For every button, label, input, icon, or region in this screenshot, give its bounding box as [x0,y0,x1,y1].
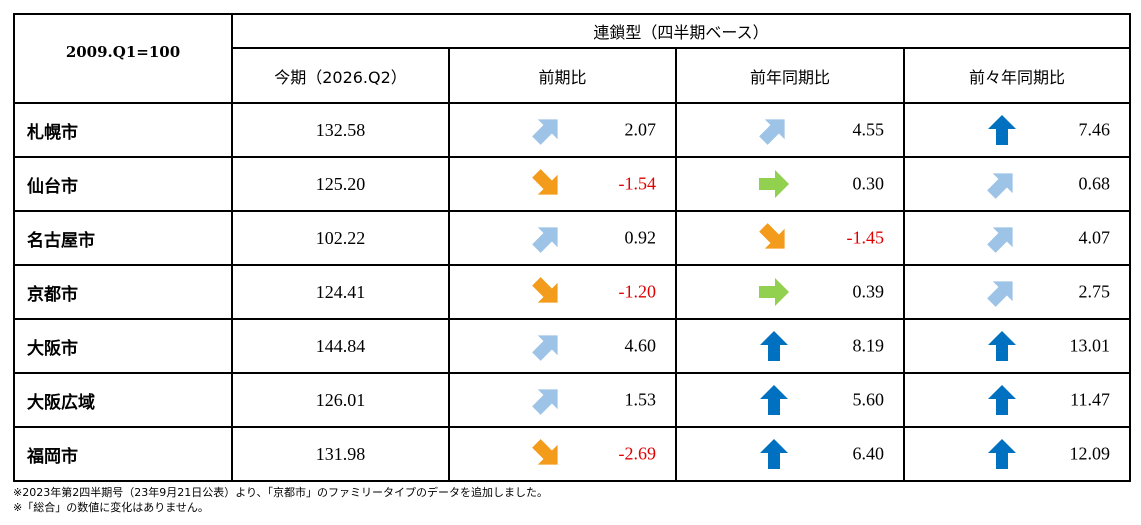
change-value: 8.19 [852,335,885,356]
table-row: 名古屋市 102.22 0.92 -1.45 4.07 [13,210,1131,266]
two-year-change-cell: 4.07 [903,210,1131,266]
current-index-value: 126.01 [231,372,450,428]
yoy-change-cell: 0.39 [675,264,905,320]
city-name: 大阪市 [13,318,233,374]
change-value: 0.39 [852,281,885,302]
column-header-yoy: 前年同期比 [675,47,905,104]
yoy-change-cell: 6.40 [675,426,905,482]
table-row: 札幌市 132.58 2.07 4.55 7.46 [13,102,1131,158]
city-name: 札幌市 [13,102,233,158]
change-value: 7.46 [1078,119,1111,140]
yoy-change-cell: 4.55 [675,102,905,158]
qoq-change-cell: 1.53 [448,372,677,428]
two-year-change-cell: 0.68 [903,156,1131,212]
table-row: 大阪広域 126.01 1.53 5.60 11.47 [13,372,1131,428]
column-header-two-year: 前々年同期比 [903,47,1131,104]
table-row: 大阪市 144.84 4.60 8.19 13.01 [13,318,1131,374]
current-index-value: 144.84 [231,318,450,374]
city-name: 名古屋市 [13,210,233,266]
table-row: 京都市 124.41 -1.20 0.39 2.75 [13,264,1131,320]
two-year-change-cell: 2.75 [903,264,1131,320]
yoy-change-cell: 5.60 [675,372,905,428]
table-row: 福岡市 131.98 -2.69 6.40 12.09 [13,426,1131,482]
yoy-change-cell: -1.45 [675,210,905,266]
change-value: 11.47 [1070,389,1110,410]
change-value: 5.60 [852,389,885,410]
change-value: 13.01 [1069,335,1111,356]
change-value: 1.53 [624,389,657,410]
qoq-change-cell: -1.54 [448,156,677,212]
city-name: 仙台市 [13,156,233,212]
qoq-change-cell: 2.07 [448,102,677,158]
change-value: -1.45 [846,227,885,248]
two-year-change-cell: 13.01 [903,318,1131,374]
index-table: 2009.Q1=100 連鎖型（四半期ベース） 今期（2026.Q2） 前期比 … [13,13,1131,482]
current-index-value: 125.20 [231,156,450,212]
change-value: 6.40 [852,443,885,464]
change-value: -1.20 [618,281,657,302]
footnote: ※2023年第2四半期号（23年9月21日公表）より、「京都市」のファミリータイ… [13,486,549,499]
two-year-change-cell: 7.46 [903,102,1131,158]
change-value: 4.60 [624,335,657,356]
change-value: -2.69 [618,443,657,464]
qoq-change-cell: -1.20 [448,264,677,320]
change-value: 2.07 [624,119,657,140]
footnote: ※「総合」の数値に変化はありません。 [13,501,209,514]
current-index-value: 124.41 [231,264,450,320]
city-name: 京都市 [13,264,233,320]
current-index-value: 102.22 [231,210,450,266]
two-year-change-cell: 11.47 [903,372,1131,428]
current-index-value: 131.98 [231,426,450,482]
change-value: -1.54 [618,173,657,194]
change-value: 12.09 [1069,443,1111,464]
city-name: 福岡市 [13,426,233,482]
change-value: 4.55 [852,119,885,140]
column-header-qoq: 前期比 [448,47,677,104]
change-value: 0.68 [1078,173,1111,194]
qoq-change-cell: 0.92 [448,210,677,266]
yoy-change-cell: 0.30 [675,156,905,212]
change-value: 4.07 [1078,227,1111,248]
base-index-label: 2009.Q1=100 [13,13,233,104]
qoq-change-cell: -2.69 [448,426,677,482]
change-value: 2.75 [1078,281,1111,302]
city-name: 大阪広域 [13,372,233,428]
change-value: 0.92 [624,227,657,248]
two-year-change-cell: 12.09 [903,426,1131,482]
qoq-change-cell: 4.60 [448,318,677,374]
current-index-value: 132.58 [231,102,450,158]
chain-type-header: 連鎖型（四半期ベース） [231,13,1131,49]
column-header-current: 今期（2026.Q2） [231,47,450,104]
yoy-change-cell: 8.19 [675,318,905,374]
footnotes: ※2023年第2四半期号（23年9月21日公表）より、「京都市」のファミリータイ… [13,485,548,515]
table-row: 仙台市 125.20 -1.54 0.30 0.68 [13,156,1131,212]
change-value: 0.30 [852,173,885,194]
